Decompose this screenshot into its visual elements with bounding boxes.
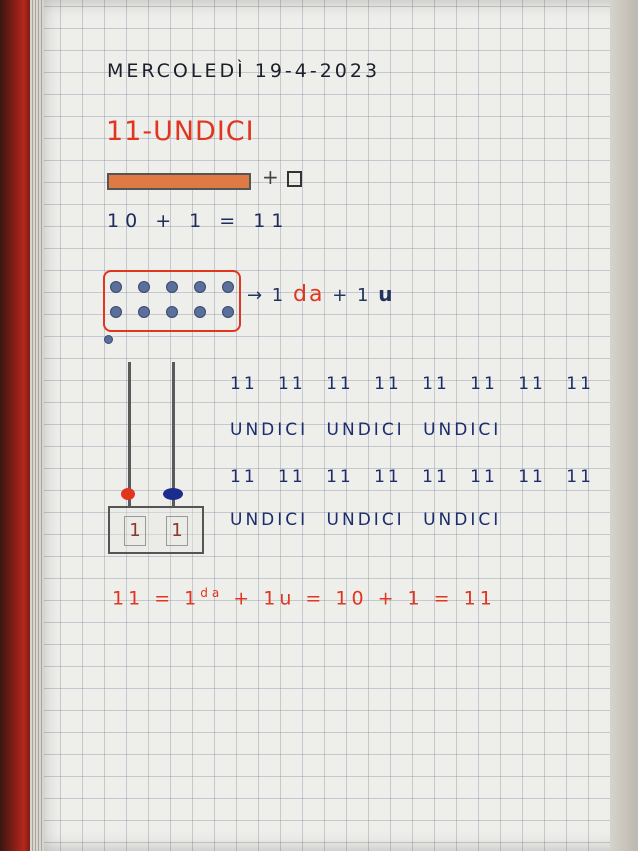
plus-one: + 1 — [332, 285, 371, 306]
ones-unit-label: u — [378, 282, 395, 306]
page-stack-edge — [30, 0, 44, 851]
final-equation-da: da — [200, 586, 224, 600]
dot — [110, 281, 122, 293]
ten-dots-group — [103, 270, 241, 332]
tens-bar-drawing — [107, 173, 251, 190]
practice-row-4: UNDICI UNDICI UNDICI — [230, 510, 502, 530]
dot — [138, 281, 150, 293]
dot — [194, 281, 206, 293]
dot — [222, 281, 234, 293]
dot — [138, 306, 150, 318]
notebook-page — [30, 0, 615, 851]
dot — [110, 306, 122, 318]
plus-sign: + — [262, 165, 281, 189]
abacus-rod-tens — [128, 362, 131, 508]
final-equation-suffix: + 1u = 10 + 1 = 11 — [223, 587, 496, 610]
abacus-bead-ones — [163, 488, 183, 500]
dot — [166, 306, 178, 318]
abacus-tens-digit: 1 — [124, 516, 146, 546]
abacus-base: 1 1 — [108, 506, 204, 554]
plus-unit-square: + — [262, 165, 302, 189]
single-dot — [104, 335, 113, 344]
background-surface — [610, 0, 638, 851]
lesson-title: 11-UNDICI — [106, 116, 255, 147]
tens-unit-label: da — [293, 282, 325, 307]
final-equation: 11 = 1da + 1u = 10 + 1 = 11 — [112, 586, 496, 609]
final-equation-prefix: 11 = 1 — [112, 587, 201, 610]
dot — [194, 306, 206, 318]
practice-row-3: 11 11 11 11 11 11 11 11 — [230, 467, 594, 487]
arrow-one: → 1 — [247, 285, 286, 306]
abacus-rod-ones — [172, 362, 175, 508]
practice-row-1: 11 11 11 11 11 11 11 11 — [230, 374, 594, 394]
unit-square-icon — [286, 170, 302, 187]
equation-ten-plus-one: 10 + 1 = 11 — [107, 210, 290, 232]
abacus-bead-tens — [121, 488, 135, 500]
decomposition-expression: → 1 da + 1 u — [247, 282, 394, 307]
dot — [222, 306, 234, 318]
notebook-cover — [0, 0, 34, 851]
practice-row-2: UNDICI UNDICI UNDICI — [230, 420, 502, 440]
abacus-ones-digit: 1 — [166, 516, 188, 546]
dot — [166, 281, 178, 293]
date-heading: MERCOLEDÌ 19-4-2023 — [107, 60, 381, 82]
